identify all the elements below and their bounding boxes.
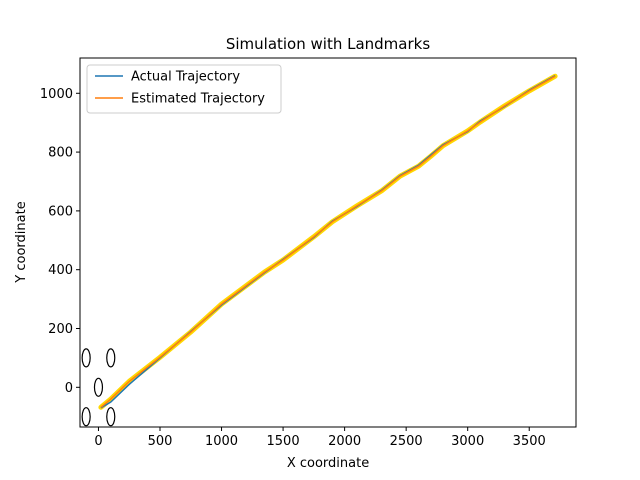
x-axis-label: X coordinate [287, 456, 369, 471]
x-tick-label: 1500 [267, 434, 300, 449]
series-line-estimated [100, 75, 556, 408]
y-tick-label: 1000 [40, 87, 73, 102]
series-line-actual [100, 74, 556, 409]
landmark-marker [81, 407, 91, 427]
landmark-marker [81, 348, 91, 368]
y-tick-label: 0 [65, 381, 73, 396]
x-tick-label: 2500 [390, 434, 423, 449]
y-tick-label: 200 [48, 322, 73, 337]
chart-title: Simulation with Landmarks [226, 35, 430, 53]
y-tick-label: 600 [48, 204, 73, 219]
landmark-marker [106, 407, 116, 427]
y-tick-label: 800 [48, 146, 73, 161]
landmark-marker [93, 377, 104, 397]
x-tick-label: 0 [94, 434, 102, 449]
x-tick-label: 3000 [451, 434, 484, 449]
axes-frame [79, 57, 577, 428]
legend: Actual Trajectory Estimated Trajectory [86, 64, 282, 114]
legend-entry: Estimated Trajectory [131, 92, 265, 107]
y-tick-label: 400 [48, 263, 73, 278]
uncertainty-band [98, 73, 558, 410]
x-tick-label: 2000 [328, 434, 361, 449]
x-tick-label: 500 [148, 434, 173, 449]
legend-box [86, 64, 282, 114]
landmark-marker [106, 348, 116, 368]
x-tick-label: 1000 [205, 434, 238, 449]
x-tick-label: 3500 [513, 434, 546, 449]
y-axis-label: Y coordinate [14, 201, 29, 283]
legend-entry: Actual Trajectory [131, 70, 240, 85]
